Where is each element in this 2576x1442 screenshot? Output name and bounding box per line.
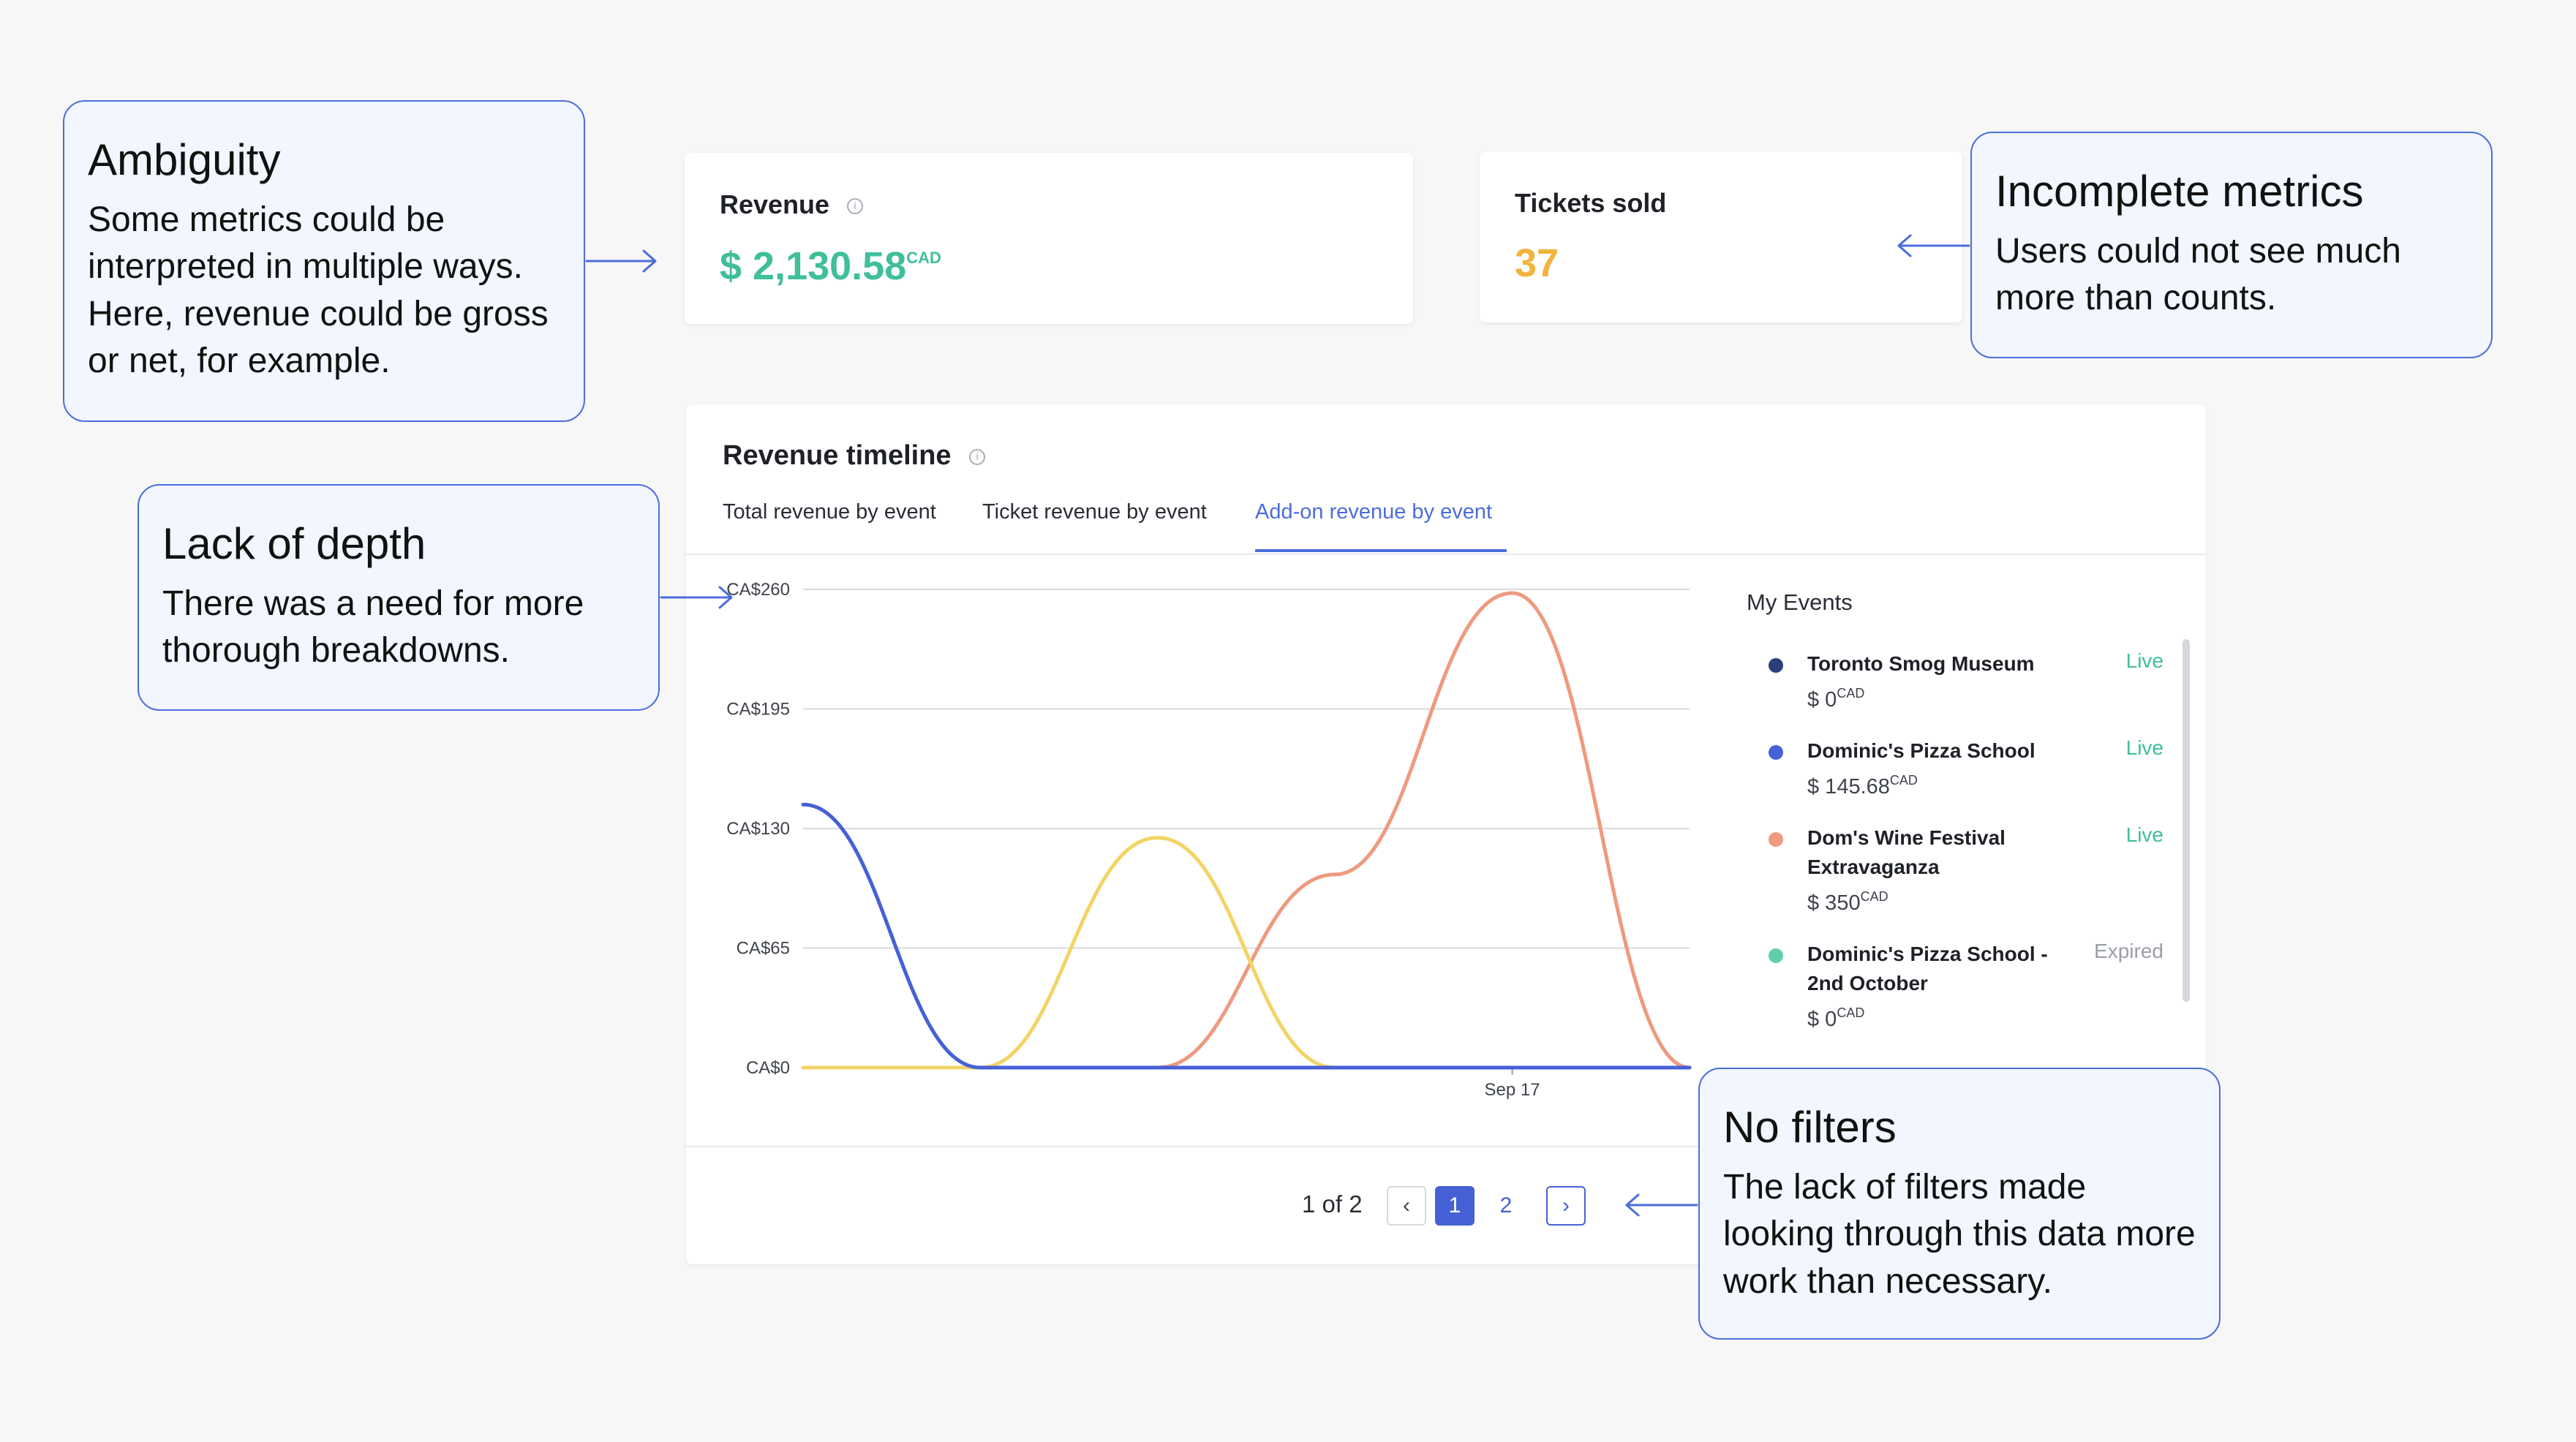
callout-ambiguity-title: Ambiguity (88, 135, 281, 184)
chevron-right-icon: › (1562, 1193, 1570, 1218)
x-tick-label: Sep 17 (1485, 1080, 1540, 1100)
event-amount-currency: CAD (1889, 773, 1918, 788)
y-tick-label: CA$130 (726, 819, 790, 839)
event-name-line: Toronto Smog Museum (1807, 652, 2035, 675)
tab-addon-revenue[interactable]: Add-on revenue by event (1255, 500, 1493, 524)
revenue-amount: $ 2,130.58 (720, 244, 907, 288)
event-name-line: Dominic's Pizza School (1807, 739, 2035, 762)
callout-ambiguity-body: Some metrics could be interpreted in mul… (88, 200, 549, 380)
event-item[interactable]: Toronto Smog Museum Live $ 0CAD (1769, 649, 2163, 746)
tabs-divider (686, 554, 2206, 555)
info-icon[interactable]: i (847, 198, 864, 215)
tickets-value: 37 (1515, 241, 1559, 285)
event-amount: $ 0CAD (1807, 1005, 1864, 1032)
event-name-line: Dominic's Pizza School - (1807, 943, 2048, 965)
arrow-depth (660, 586, 733, 609)
timeline-title: Revenue timeline (723, 440, 952, 471)
event-status-badge: Expired (2094, 940, 2163, 962)
event-name: Dominic's Pizza School - 2nd October (1807, 940, 2071, 998)
callout-incomplete-metrics: Incomplete metrics Users could not see m… (1970, 132, 2493, 358)
event-color-dot (1769, 832, 1783, 847)
callout-incomplete-body: Users could not see much more than count… (1995, 232, 2401, 318)
pagination-summary: 1 of 2 (1302, 1190, 1363, 1218)
event-name-line: Extravaganza (1807, 856, 1940, 878)
event-status-badge: Live (2125, 649, 2163, 672)
event-item[interactable]: Dom's Wine Festival Extravaganza Live $ 350… (1769, 823, 2163, 920)
page-1-button[interactable]: 1 (1435, 1186, 1475, 1226)
event-amount: $ 0CAD (1807, 686, 1864, 712)
event-name-line: Dom's Wine Festival (1807, 826, 2006, 849)
tickets-card: Tickets sold 37 (1480, 151, 1962, 322)
event-name: Dom's Wine Festival Extravaganza (1807, 823, 2071, 882)
callout-filters-body: The lack of filters made looking through… (1723, 1168, 2196, 1301)
event-item[interactable]: Dominic's Pizza School Live $ 145.68CAD (1769, 736, 2163, 833)
page-2-button[interactable]: 2 (1499, 1193, 1513, 1218)
event-amount-value: $ 350 (1807, 891, 1861, 915)
event-amount-value: $ 145.68 (1807, 775, 1890, 799)
revenue-label: Revenue (720, 189, 830, 219)
event-amount-value: $ 0 (1807, 688, 1837, 711)
next-page-button[interactable]: › (1546, 1186, 1586, 1226)
y-tick-label: CA$195 (726, 700, 790, 720)
revenue-timeline-chart: CA$0 CA$65 CA$130 CA$195 CA$260 Sep 17 (726, 580, 1692, 1100)
active-tab-indicator (1255, 549, 1507, 552)
arrow-incomplete (1897, 234, 1970, 257)
series-line (801, 802, 1692, 1070)
event-item[interactable]: Dominic's Pizza School - 2nd October Expir… (1769, 940, 2163, 1036)
event-status-badge: Live (2125, 736, 2163, 759)
arrow-ambiguity (585, 249, 657, 273)
callout-lack-of-depth: Lack of depth There was a need for more … (138, 484, 660, 711)
prev-page-button[interactable]: ‹ (1387, 1186, 1426, 1226)
event-name: Toronto Smog Museum (1807, 649, 2071, 679)
timeline-title-row: Revenue timeline i (723, 440, 986, 472)
y-tick-label: CA$260 (726, 580, 790, 600)
tickets-label: Tickets sold (1515, 188, 1667, 218)
event-amount: $ 350CAD (1807, 889, 1888, 916)
event-name: Dominic's Pizza School (1807, 736, 2071, 766)
info-icon[interactable]: i (969, 448, 986, 465)
callout-no-filters: No filters The lack of filters made look… (1698, 1068, 2221, 1340)
tab-total-revenue[interactable]: Total revenue by event (723, 500, 936, 524)
event-status-badge: Live (2125, 823, 2163, 846)
event-amount-currency: CAD (1837, 1005, 1865, 1020)
tab-ticket-revenue[interactable]: Ticket revenue by event (982, 500, 1207, 524)
revenue-currency: CAD (906, 249, 941, 267)
callout-depth-title: Lack of depth (162, 519, 426, 568)
event-color-dot (1769, 658, 1783, 673)
callout-depth-body: There was a need for more thorough break… (162, 584, 584, 671)
events-scrollbar[interactable] (2183, 639, 2190, 1002)
chart-footer-divider (686, 1146, 1710, 1147)
callout-incomplete-title: Incomplete metrics (1995, 167, 2364, 216)
event-amount-currency: CAD (1860, 889, 1888, 904)
event-amount-value: $ 0 (1807, 1008, 1837, 1031)
event-color-dot (1769, 948, 1783, 963)
y-tick-label: CA$65 (737, 939, 790, 959)
event-amount-currency: CAD (1837, 686, 1865, 701)
event-amount: $ 145.68CAD (1807, 773, 1918, 799)
callout-filters-title: No filters (1723, 1103, 1897, 1152)
revenue-card: Revenue i $ 2,130.58CAD (685, 153, 1413, 324)
my-events-heading: My Events (1747, 589, 1853, 615)
event-color-dot (1769, 745, 1783, 760)
y-tick-label: CA$0 (746, 1058, 790, 1078)
arrow-filters (1625, 1193, 1698, 1217)
chevron-left-icon: ‹ (1403, 1193, 1410, 1218)
revenue-value: $ 2,130.58CAD (720, 244, 941, 289)
event-name-line: 2nd October (1807, 972, 1928, 994)
callout-ambiguity: Ambiguity Some metrics could be interpre… (63, 100, 585, 422)
revenue-label-row: Revenue i (720, 189, 864, 220)
